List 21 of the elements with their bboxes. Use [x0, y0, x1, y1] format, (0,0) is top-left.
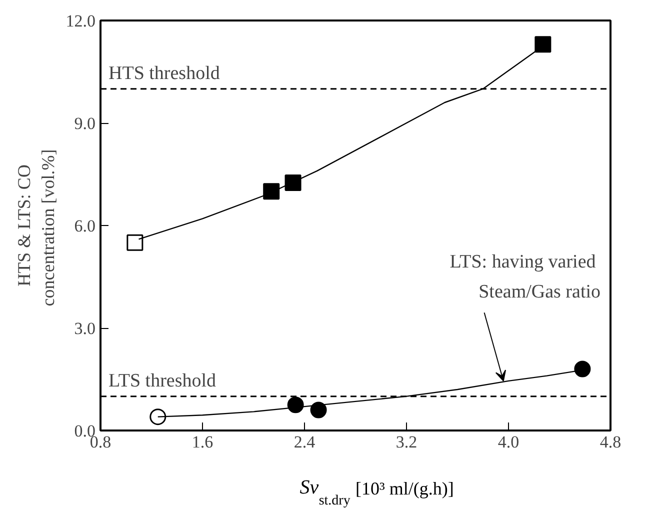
y-tick-label: 6.0 [74, 216, 96, 236]
y-tick-label: 3.0 [74, 319, 96, 338]
point [310, 402, 327, 418]
ref-line-label: HTS threshold [108, 62, 220, 84]
point [126, 234, 144, 251]
point [534, 36, 552, 53]
point [150, 408, 166, 426]
y-tick-label: 12.0 [66, 12, 96, 30]
x-tick-label: 1.6 [192, 432, 214, 452]
x-tick-label: 4.0 [498, 432, 520, 452]
annotation: LTS: having varied Steam/Gas ratio [450, 251, 601, 302]
y-axis-title: HTS & LTS: CO concentration [vol.%] [14, 149, 58, 306]
ref-line-label: LTS threshold [108, 370, 216, 392]
x-tick-label: 3.2 [396, 432, 418, 452]
x-tick-label: 2.4 [294, 432, 316, 452]
point [287, 396, 304, 414]
y-tick-label: 9.0 [74, 114, 96, 133]
point [284, 174, 302, 192]
point [263, 183, 280, 200]
x-tick-label: 4.8 [600, 432, 622, 452]
point [574, 360, 591, 378]
